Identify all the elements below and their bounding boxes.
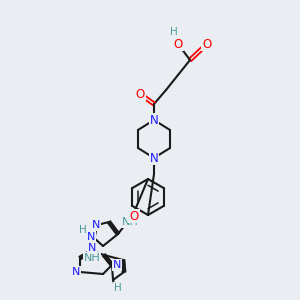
Text: O: O — [129, 209, 139, 223]
Text: H: H — [79, 225, 87, 235]
Text: H: H — [114, 283, 122, 293]
Text: N: N — [92, 220, 100, 230]
Text: N: N — [150, 113, 158, 127]
Text: N: N — [88, 243, 96, 253]
Text: NH: NH — [84, 253, 100, 263]
Text: O: O — [173, 38, 183, 50]
Text: O: O — [135, 88, 145, 100]
Text: H: H — [170, 27, 178, 37]
Text: NH: NH — [122, 217, 138, 227]
Text: N: N — [72, 267, 80, 277]
Text: N: N — [87, 232, 95, 242]
Text: O: O — [202, 38, 211, 50]
Text: N: N — [113, 260, 121, 270]
Text: N: N — [150, 152, 158, 164]
